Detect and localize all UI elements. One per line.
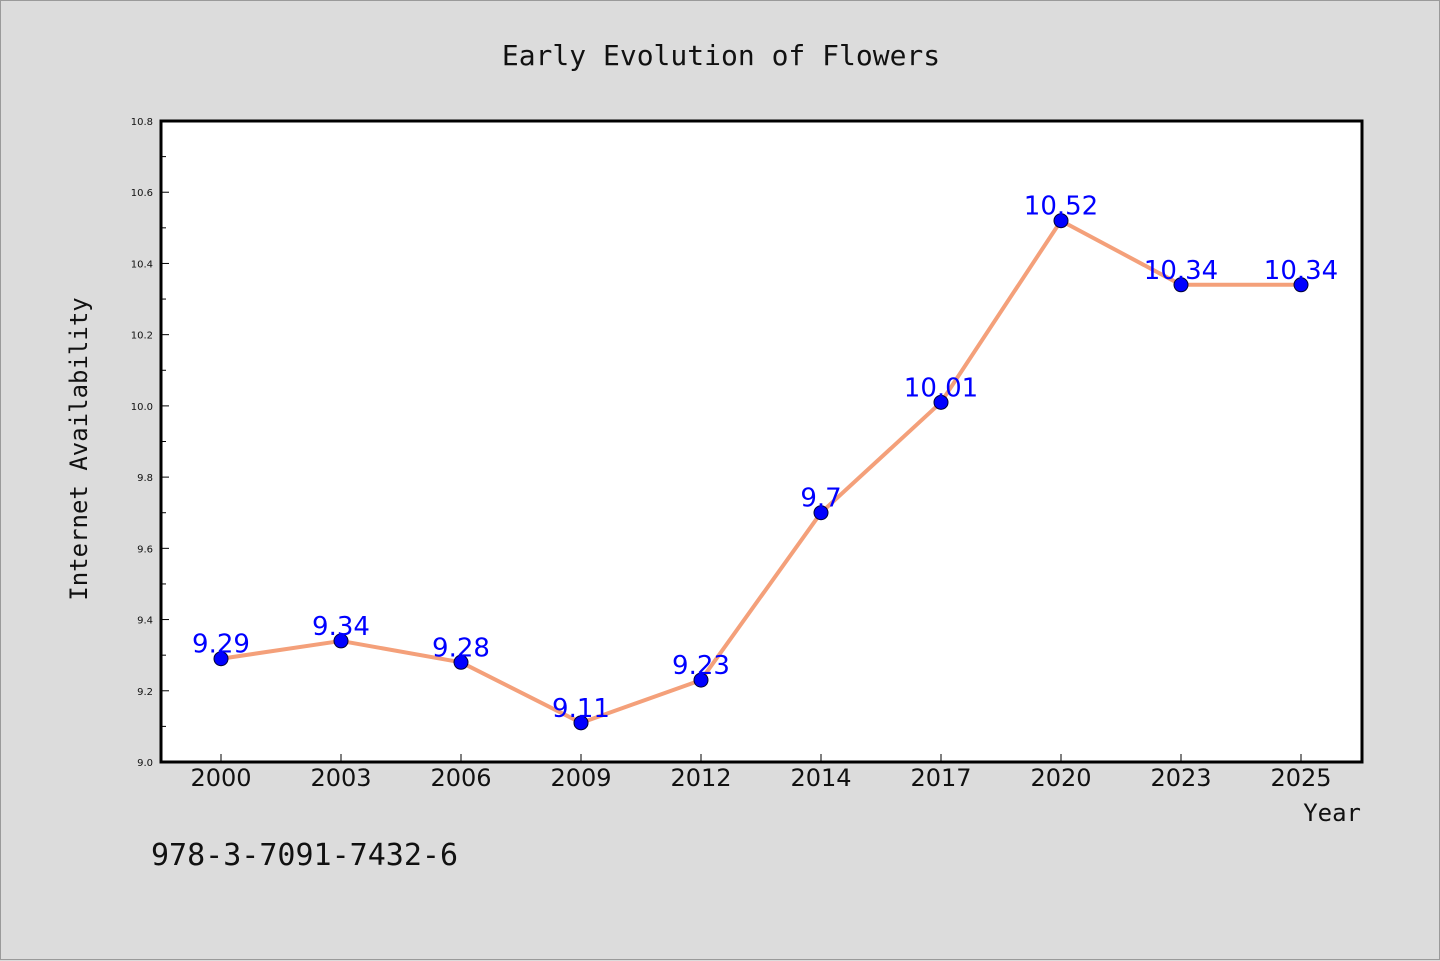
y-axis: 9.0 9.2 9.4 9.6 9.8 10.0 10.2 10.4 10.6 10.8 bbox=[131, 117, 169, 769]
data-point bbox=[693, 672, 709, 688]
x-tick-label: 2006 bbox=[430, 764, 491, 792]
x-axis-label: Year bbox=[1303, 799, 1361, 827]
data-point bbox=[813, 505, 829, 521]
data-label: 10.01 bbox=[904, 373, 978, 403]
data-label: 9.28 bbox=[432, 633, 490, 663]
data-point bbox=[573, 715, 589, 731]
y-tick-label: 10.8 bbox=[131, 117, 153, 128]
data-point bbox=[1053, 213, 1069, 229]
data-point bbox=[213, 651, 229, 667]
x-tick-label: 2012 bbox=[670, 764, 731, 792]
y-tick-label: 10.0 bbox=[131, 402, 153, 413]
series-group: 9.29 9.34 9.28 9.11 9.23 9.7 10.01 10.52 10.34 10… bbox=[192, 192, 1338, 731]
x-tick-label: 2014 bbox=[790, 764, 851, 792]
plot-area bbox=[159, 119, 1364, 764]
data-label: 9.34 bbox=[312, 612, 370, 642]
data-point bbox=[333, 633, 349, 649]
x-axis: 2000 2003 2006 2009 2012 2014 2017 2020 2023 2025 bbox=[190, 754, 1332, 792]
y-tick-label: 9.8 bbox=[137, 473, 153, 484]
y-tick-label: 9.0 bbox=[137, 758, 153, 769]
y-tick-label: 10.6 bbox=[131, 188, 153, 199]
x-tick-label: 2003 bbox=[310, 764, 371, 792]
y-axis-label: Internet Availability bbox=[65, 297, 93, 600]
x-tick-label: 2020 bbox=[1030, 764, 1091, 792]
data-point bbox=[1293, 277, 1309, 293]
x-tick-label: 2025 bbox=[1270, 764, 1331, 792]
x-tick-label: 2023 bbox=[1150, 764, 1211, 792]
data-label: 9.29 bbox=[192, 630, 250, 660]
y-tick-label: 10.2 bbox=[131, 331, 153, 342]
data-label: 9.11 bbox=[552, 694, 610, 724]
data-label: 10.34 bbox=[1264, 256, 1338, 286]
x-tick-label: 2000 bbox=[190, 764, 251, 792]
data-point bbox=[933, 394, 949, 410]
isbn-annotation: 978-3-7091-7432-6 bbox=[151, 838, 458, 873]
data-point bbox=[1173, 277, 1189, 293]
data-label: 10.34 bbox=[1144, 256, 1218, 286]
data-label: 9.23 bbox=[672, 651, 730, 681]
y-tick-label: 9.2 bbox=[137, 687, 153, 698]
y-tick-label: 10.4 bbox=[131, 259, 153, 270]
data-label: 9.7 bbox=[800, 484, 841, 514]
data-point bbox=[453, 654, 469, 670]
data-label: 10.52 bbox=[1024, 192, 1098, 222]
x-tick-label: 2009 bbox=[550, 764, 611, 792]
series-line bbox=[220, 218, 1301, 725]
y-tick-label: 9.6 bbox=[137, 544, 153, 555]
chart-title: Early Evolution of Flowers bbox=[502, 39, 940, 72]
x-tick-label: 2017 bbox=[910, 764, 971, 792]
y-tick-label: 9.4 bbox=[137, 616, 153, 627]
